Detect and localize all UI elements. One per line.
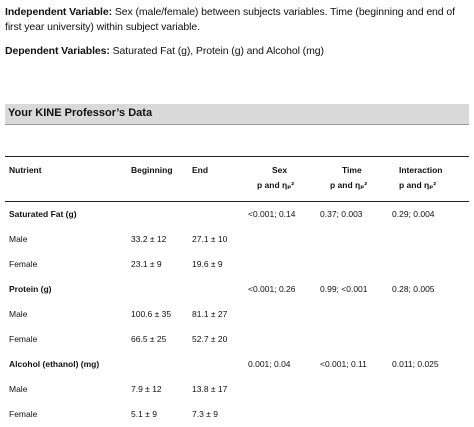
section-title: Your KINE Professor’s Data [8,107,153,119]
header-beginning: Beginning [131,165,173,175]
beginning-value: 100.6 ± 35 [131,309,172,319]
header-sex-stat: p and ηₚ² [257,180,295,190]
time-stat-protein: 0.99; <0.001 [320,284,368,294]
end-value: 19.6 ± 9 [192,259,223,269]
time-stat-saturated-fat: 0.37; 0.003 [320,209,363,219]
beginning-value: 5.1 ± 9 [131,409,157,419]
independent-variable-paragraph: Independent Variable: Sex (male/female) … [5,5,469,35]
header-time-stat: p and ηₚ² [330,180,368,190]
section-header: Your KINE Professor’s Data [5,104,469,125]
end-value: 13.8 ± 17 [192,384,228,394]
group-label-alcohol: Alcohol (ethanol) (mg) [9,359,100,369]
header-sex: Sex [272,165,288,175]
iv-label: Independent Variable: [5,6,113,18]
row-label: Female [9,409,38,419]
beginning-value: 7.9 ± 12 [131,384,162,394]
dv-label: Dependent Variables: [5,45,110,57]
interaction-stat-alcohol: 0.011; 0.025 [392,359,439,369]
header-interaction: Interaction [399,165,443,175]
interaction-stat-protein: 0.28; 0.005 [392,284,435,294]
table-top-rule [5,156,469,157]
header-end: End [192,165,209,175]
row-label: Male [9,309,28,319]
end-value: 7.3 ± 9 [192,409,218,419]
end-value: 27.1 ± 10 [192,234,228,244]
sex-stat-alcohol: 0.001; 0.04 [248,359,291,369]
beginning-value: 23.1 ± 9 [131,259,162,269]
row-label: Male [9,234,28,244]
header-interaction-stat: p and ηₚ² [399,180,437,190]
time-stat-alcohol: <0.001; 0.11 [320,359,367,369]
header-time: Time [342,165,362,175]
row-label: Female [9,334,38,344]
dependent-variable-paragraph: Dependent Variables: Saturated Fat (g), … [5,44,469,59]
row-label: Male [9,384,28,394]
end-value: 52.7 ± 20 [192,334,228,344]
beginning-value: 33.2 ± 12 [131,234,167,244]
interaction-stat-saturated-fat: 0.29; 0.004 [392,209,435,219]
end-value: 81.1 ± 27 [192,309,228,319]
row-label: Female [9,259,38,269]
sex-stat-protein: <0.001; 0.26 [248,284,296,294]
group-label-protein: Protein (g) [9,284,52,294]
sex-stat-saturated-fat: <0.001; 0.14 [248,209,296,219]
dv-text: Saturated Fat (g), Protein (g) and Alcoh… [109,45,324,57]
beginning-value: 66.5 ± 25 [131,334,167,344]
header-nutrient: Nutrient [9,165,42,175]
group-label-saturated-fat: Saturated Fat (g) [9,209,77,219]
iv-text: Sex (male/female) between subjects varia… [5,6,455,33]
table-header-rule [5,201,469,202]
